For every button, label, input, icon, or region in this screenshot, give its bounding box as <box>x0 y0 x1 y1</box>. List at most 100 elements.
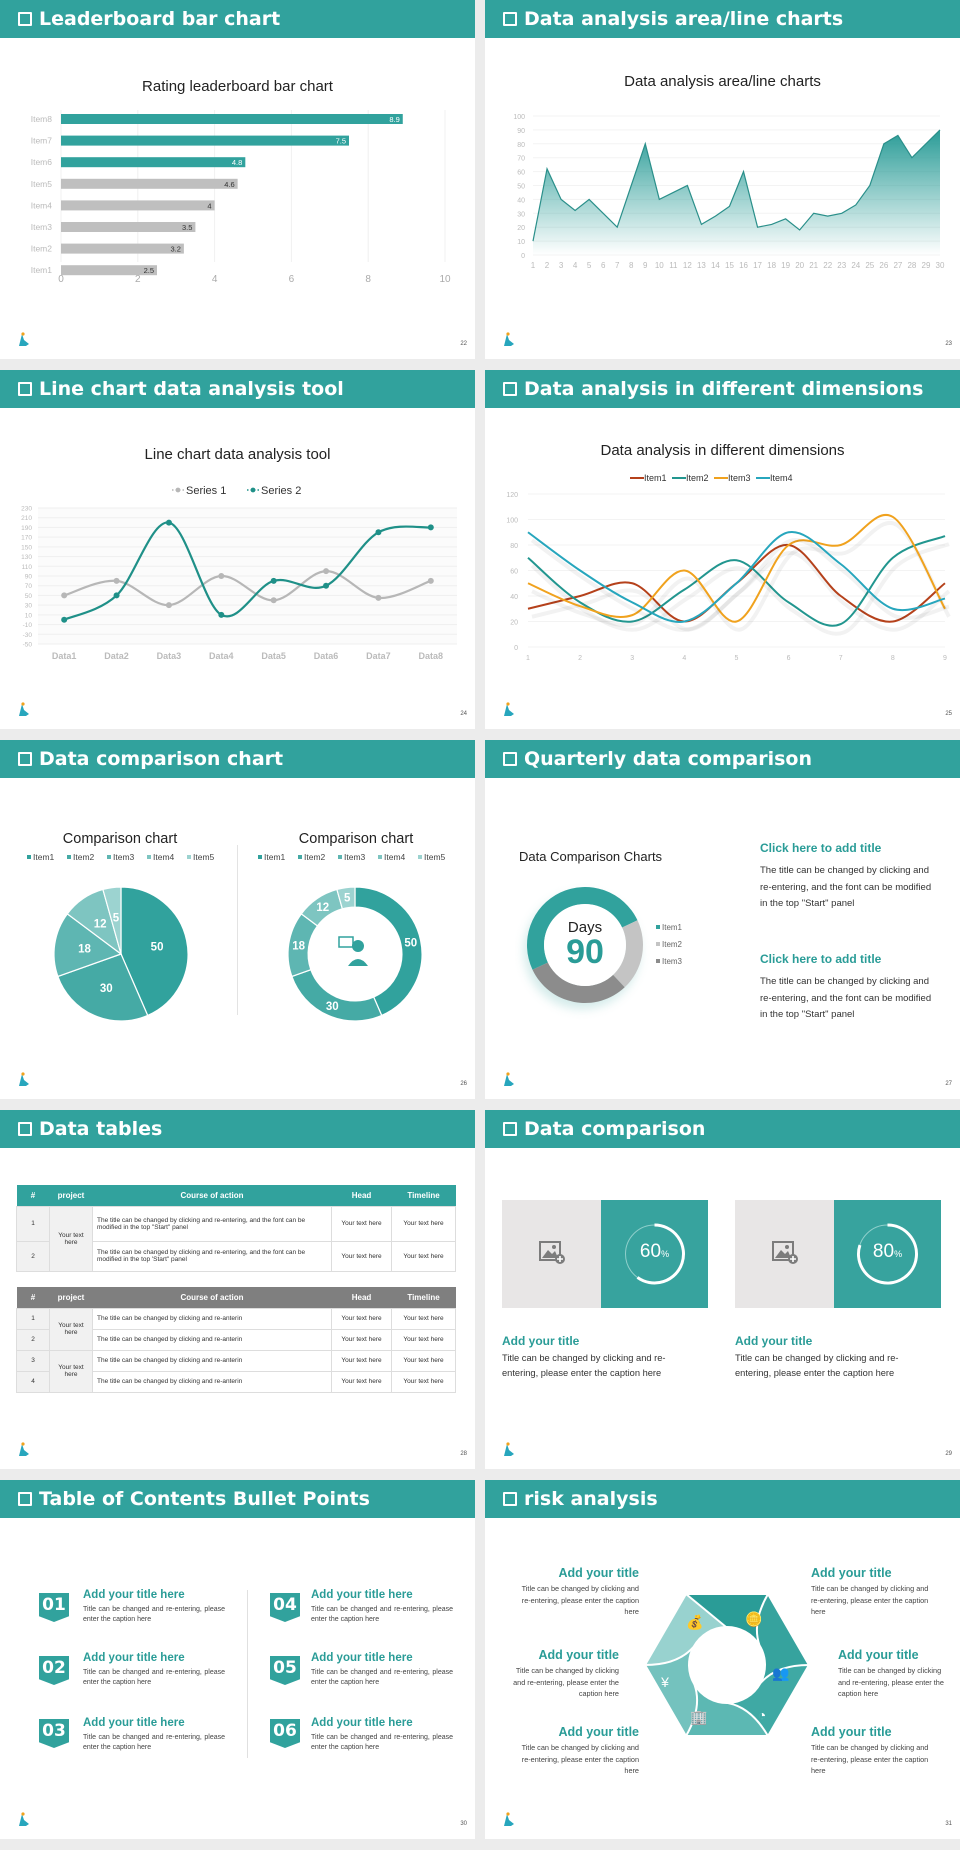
svg-text:Item5: Item5 <box>424 852 446 862</box>
risk-title[interactable]: Add your title <box>811 1566 892 1580</box>
logo-icon <box>19 1812 29 1826</box>
slide-data-comparison[interactable]: Data comparison 60% Add your title Title… <box>485 1110 960 1469</box>
card-title[interactable]: Add your title <box>502 1334 580 1348</box>
svg-text:7: 7 <box>615 261 620 270</box>
block-text: The title can be changed by clicking and… <box>760 976 932 1020</box>
svg-text:9: 9 <box>643 261 648 270</box>
svg-text:110: 110 <box>22 564 33 571</box>
svg-text:Item1: Item1 <box>644 473 667 483</box>
item-text: Title can be changed and re-entering, pl… <box>83 1669 225 1686</box>
risk-title[interactable]: Add your title <box>558 1725 639 1739</box>
risk-title[interactable]: Add your title <box>811 1725 892 1739</box>
percent-value: 80% <box>872 1241 903 1262</box>
svg-text:Item8: Item8 <box>31 114 53 124</box>
cell-project: Your text here <box>49 1349 93 1393</box>
logo-icon <box>504 702 514 716</box>
risk-text: Title can be changed by clicking and re-… <box>811 1584 929 1616</box>
slide-quarterly[interactable]: Quarterly data comparison Data Compariso… <box>485 740 960 1099</box>
slide-title: Data comparison <box>524 1118 706 1140</box>
page-number: 24 <box>460 711 467 717</box>
risk-title[interactable]: Add your title <box>538 1648 619 1662</box>
svg-text:Item3: Item3 <box>344 852 366 862</box>
svg-text:11: 11 <box>669 261 678 270</box>
risk-title[interactable]: Add your title <box>838 1648 919 1662</box>
slide-comparison-chart[interactable]: Data comparison chart Comparison chart C… <box>0 740 475 1099</box>
svg-text:23: 23 <box>837 261 846 270</box>
number-badge: 02 <box>39 1656 69 1685</box>
cell-timeline: Your text here <box>391 1240 456 1272</box>
slide-line-tool[interactable]: Line chart data analysis tool Line chart… <box>0 370 475 729</box>
svg-text:50: 50 <box>25 593 33 600</box>
table-row: 1 Your text here The title can be change… <box>16 1307 456 1351</box>
svg-text:50: 50 <box>517 184 525 191</box>
number-badge: 06 <box>270 1719 300 1748</box>
svg-text:40: 40 <box>510 594 518 601</box>
slide-title: Data analysis in different dimensions <box>524 378 924 400</box>
buildings-icon: 🏢 <box>690 1709 707 1726</box>
svg-text:Item3: Item3 <box>113 852 135 862</box>
slide-header: Table of Contents Bullet Points <box>0 1480 475 1518</box>
image-placeholder[interactable] <box>502 1200 601 1308</box>
svg-text:0: 0 <box>521 253 525 260</box>
svg-text:190: 190 <box>21 525 32 532</box>
cell-head: Your text here <box>331 1205 392 1242</box>
block-title[interactable]: Click here to add title <box>760 952 882 966</box>
cell-action: The title can be changed by clicking and… <box>92 1370 332 1393</box>
block-text: The title can be changed by clicking and… <box>760 865 932 909</box>
svg-text:40: 40 <box>517 197 525 204</box>
slide-leaderboard[interactable]: Leaderboard bar chart Rating leaderboard… <box>0 0 475 359</box>
coins-dollar-icon: 🪙 <box>745 1611 762 1628</box>
item-title[interactable]: Add your title here <box>83 1589 185 1601</box>
svg-text:100: 100 <box>513 114 525 121</box>
cell-timeline: Your text here <box>391 1328 456 1351</box>
page-number: 26 <box>460 1081 467 1087</box>
slide-title: Table of Contents Bullet Points <box>39 1488 370 1510</box>
svg-text:28: 28 <box>907 261 916 270</box>
slide-toc[interactable]: Table of Contents Bullet Points 01 Add y… <box>0 1480 475 1839</box>
yen-person-icon: ¥ <box>660 1674 669 1690</box>
svg-text:15: 15 <box>725 261 734 270</box>
item-title[interactable]: Add your title here <box>311 1652 413 1664</box>
svg-text:6: 6 <box>787 655 791 662</box>
col-header-head: Head <box>351 1190 372 1200</box>
svg-text:80: 80 <box>510 543 518 550</box>
card-title[interactable]: Add your title <box>735 1334 813 1348</box>
cell-action: The title can be changed by clicking and… <box>92 1307 332 1330</box>
risk-title[interactable]: Add your title <box>558 1566 639 1580</box>
slide-dimensions[interactable]: Data analysis in different dimensions Da… <box>485 370 960 729</box>
col-header-project: project <box>57 1292 85 1302</box>
slide-title: Data tables <box>39 1118 163 1140</box>
svg-text:Item7: Item7 <box>31 136 53 146</box>
svg-text:25: 25 <box>865 261 874 270</box>
item-title[interactable]: Add your title here <box>311 1589 413 1601</box>
slide-risk-analysis[interactable]: risk analysis Add your title Title can b… <box>485 1480 960 1839</box>
svg-text:30: 30 <box>25 603 33 610</box>
svg-text:2.5: 2.5 <box>144 266 154 275</box>
image-placeholder[interactable] <box>735 1200 834 1308</box>
svg-text:Item2: Item2 <box>662 940 683 949</box>
col-header-action: Course of action <box>180 1190 244 1200</box>
slide-area-chart[interactable]: Data analysis area/line charts Data anal… <box>485 0 960 359</box>
data-table-teal: # project Course of action Head Timeline… <box>16 1185 456 1272</box>
risk-text: Title can be changed by clicking and re-… <box>521 1743 639 1775</box>
svg-text:Item6: Item6 <box>31 157 53 167</box>
table-header-row: # project Course of action Head Timeline <box>16 1287 456 1308</box>
item-title[interactable]: Add your title here <box>83 1717 185 1729</box>
slide-data-tables[interactable]: Data tables # project Course of action H… <box>0 1110 475 1469</box>
divider <box>237 845 238 1015</box>
multi-line-chart: 0 20 40 60 80 100 120 Item1 Item2 Item3 Item4 1 2 3 4 5… <box>506 473 951 662</box>
svg-text:4: 4 <box>207 201 211 210</box>
checkbox-icon <box>18 752 32 766</box>
checkbox-icon <box>503 382 517 396</box>
risk-text: Title can be changed by clicking and re-… <box>838 1666 944 1698</box>
svg-text:10: 10 <box>517 239 525 246</box>
item-title[interactable]: Add your title here <box>311 1717 413 1729</box>
svg-text:20: 20 <box>517 225 525 232</box>
block-title[interactable]: Click here to add title <box>760 841 882 855</box>
item-title[interactable]: Add your title here <box>83 1652 185 1664</box>
slide-header: Data tables <box>0 1110 475 1148</box>
svg-text:Data6: Data6 <box>314 651 339 661</box>
checkbox-icon <box>18 1122 32 1136</box>
cell-head: Your text here <box>331 1328 392 1351</box>
